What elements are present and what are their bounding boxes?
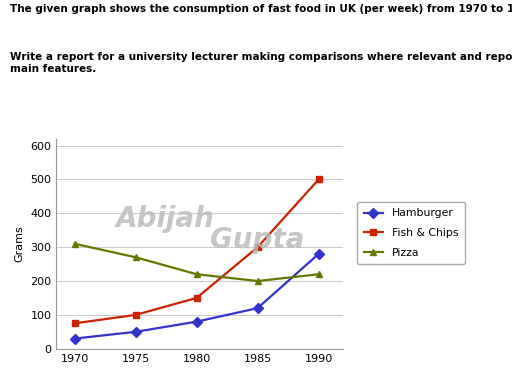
Y-axis label: Grams: Grams — [15, 225, 25, 262]
Line: Pizza: Pizza — [71, 240, 322, 285]
Hamburger — [254, 306, 261, 310]
Fish & Chips — [133, 313, 139, 317]
Hamburger — [315, 252, 322, 256]
Text: Write a report for a university lecturer making comparisons where relevant and r: Write a report for a university lecturer… — [10, 53, 512, 74]
Hamburger — [72, 336, 78, 341]
Pizza — [254, 279, 261, 283]
Fish & Chips — [315, 177, 322, 182]
Text: Gupta: Gupta — [210, 225, 304, 254]
Pizza — [315, 272, 322, 276]
Line: Fish & Chips: Fish & Chips — [71, 176, 322, 327]
Fish & Chips — [254, 245, 261, 249]
Pizza — [72, 242, 78, 246]
Text: The given graph shows the consumption of fast food in UK (per week) from 1970 to: The given graph shows the consumption of… — [10, 4, 512, 14]
Line: Hamburger: Hamburger — [71, 251, 322, 342]
Hamburger — [133, 330, 139, 334]
Legend: Hamburger, Fish & Chips, Pizza: Hamburger, Fish & Chips, Pizza — [357, 202, 465, 264]
Text: Abijah: Abijah — [116, 204, 215, 232]
Fish & Chips — [194, 296, 200, 300]
Fish & Chips — [72, 321, 78, 326]
Pizza — [194, 272, 200, 276]
Hamburger — [194, 320, 200, 324]
Pizza — [133, 255, 139, 260]
